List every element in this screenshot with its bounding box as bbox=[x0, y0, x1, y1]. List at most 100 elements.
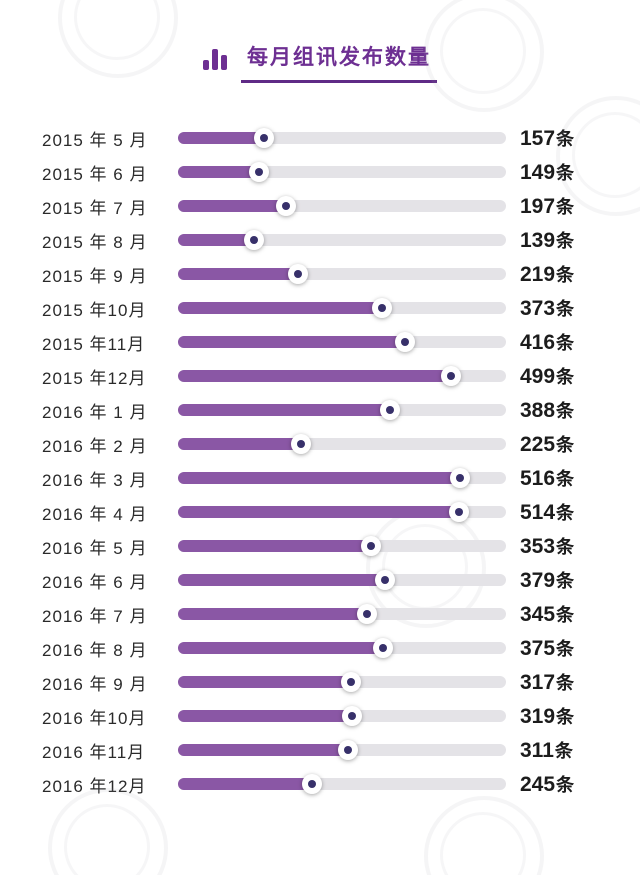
chart-row: 2016 年10月 319条 bbox=[0, 699, 640, 733]
row-value: 311条 bbox=[520, 739, 573, 763]
row-label: 2016 年11月 bbox=[42, 742, 146, 762]
chart-row: 2016 年 1 月 388条 bbox=[0, 393, 640, 427]
row-value: 139条 bbox=[520, 229, 575, 253]
knob-dot bbox=[344, 746, 352, 755]
row-bar bbox=[178, 234, 254, 247]
knob-dot bbox=[379, 644, 387, 653]
knob-dot bbox=[259, 134, 268, 143]
row-track bbox=[178, 570, 506, 591]
row-track bbox=[178, 264, 506, 285]
bar-chart-icon bbox=[203, 48, 227, 70]
row-track bbox=[178, 298, 506, 319]
row-value: 157条 bbox=[520, 127, 575, 151]
row-bar bbox=[178, 778, 312, 791]
row-knob bbox=[341, 672, 362, 693]
row-value-unit: 条 bbox=[556, 503, 575, 524]
row-label: 2015 年 8 月 bbox=[42, 232, 148, 252]
row-value: 379条 bbox=[520, 569, 575, 593]
row-knob bbox=[356, 604, 377, 625]
row-value: 375条 bbox=[520, 637, 575, 661]
row-bar bbox=[178, 268, 298, 281]
row-bar bbox=[178, 132, 264, 145]
row-knob bbox=[440, 366, 461, 387]
row-value: 245条 bbox=[520, 773, 575, 797]
row-label: 2015 年10月 bbox=[42, 300, 147, 320]
row-value-unit: 条 bbox=[556, 673, 575, 694]
row-value-unit: 条 bbox=[556, 197, 575, 218]
row-label: 2016 年 6 月 bbox=[42, 572, 148, 592]
knob-dot bbox=[255, 168, 264, 177]
row-knob bbox=[287, 264, 308, 285]
chart-row: 2016 年 3 月 516条 bbox=[0, 461, 640, 495]
chart-row: 2016 年 4 月 514条 bbox=[0, 495, 640, 529]
knob-dot bbox=[366, 542, 375, 551]
row-bar bbox=[178, 710, 353, 723]
row-label: 2016 年 5 月 bbox=[42, 538, 148, 558]
row-label: 2016 年 4 月 bbox=[42, 504, 148, 524]
row-knob bbox=[448, 502, 469, 523]
row-label: 2016 年10月 bbox=[42, 708, 147, 728]
knob-dot bbox=[281, 202, 290, 211]
chart-row: 2016 年 6 月 379条 bbox=[0, 563, 640, 597]
row-value-unit: 条 bbox=[556, 265, 575, 286]
chart-row: 2016 年 7 月 345条 bbox=[0, 597, 640, 631]
row-value: 345条 bbox=[520, 603, 575, 627]
row-bar bbox=[178, 370, 451, 383]
row-value-unit: 条 bbox=[556, 537, 575, 558]
chart-title: 每月组讯发布数量 bbox=[247, 46, 431, 69]
knob-dot bbox=[293, 270, 302, 279]
row-label: 2015 年 5 月 bbox=[42, 130, 148, 150]
chart-row: 2016 年12月 245条 bbox=[0, 767, 640, 801]
row-knob bbox=[375, 570, 396, 591]
row-value-unit: 条 bbox=[554, 741, 573, 762]
row-value: 317条 bbox=[520, 671, 575, 695]
chart-row: 2016 年 9 月 317条 bbox=[0, 665, 640, 699]
row-knob bbox=[253, 128, 274, 149]
row-knob bbox=[301, 774, 322, 795]
knob-dot bbox=[377, 304, 386, 313]
row-track bbox=[178, 536, 506, 557]
row-value-unit: 条 bbox=[556, 299, 575, 320]
chart-row: 2015 年10月 373条 bbox=[0, 291, 640, 325]
knob-dot bbox=[454, 508, 463, 517]
row-value-unit: 条 bbox=[556, 333, 575, 354]
row-label: 2016 年 2 月 bbox=[42, 436, 148, 456]
row-label: 2015 年 7 月 bbox=[42, 198, 148, 218]
row-bar bbox=[178, 404, 391, 417]
row-value-unit: 条 bbox=[556, 129, 575, 150]
row-value-unit: 条 bbox=[556, 571, 575, 592]
row-knob bbox=[360, 536, 381, 557]
knob-dot bbox=[249, 236, 258, 245]
bar-chart-icon-bar bbox=[221, 55, 227, 70]
row-value-unit: 条 bbox=[556, 367, 575, 388]
chart-row: 2016 年 2 月 225条 bbox=[0, 427, 640, 461]
row-label: 2016 年 8 月 bbox=[42, 640, 148, 660]
row-value: 225条 bbox=[520, 433, 575, 457]
knob-dot bbox=[347, 678, 356, 687]
chart-row: 2015 年 9 月 219条 bbox=[0, 257, 640, 291]
chart-row: 2015 年 6 月 149条 bbox=[0, 155, 640, 189]
row-label: 2016 年12月 bbox=[42, 776, 147, 796]
row-knob bbox=[342, 706, 363, 727]
row-track bbox=[178, 400, 506, 421]
row-label: 2015 年 6 月 bbox=[42, 164, 148, 184]
row-value-unit: 条 bbox=[556, 163, 575, 184]
row-bar bbox=[178, 540, 371, 553]
row-value: 219条 bbox=[520, 263, 575, 287]
knob-dot bbox=[401, 338, 410, 347]
knob-dot bbox=[446, 372, 455, 381]
row-bar bbox=[178, 574, 386, 587]
row-knob bbox=[373, 638, 393, 659]
knob-dot bbox=[381, 576, 390, 585]
bar-chart-icon-bar bbox=[212, 49, 218, 70]
row-value-unit: 条 bbox=[556, 707, 575, 728]
row-value-unit: 条 bbox=[556, 775, 575, 796]
knob-dot bbox=[348, 712, 357, 721]
knob-dot bbox=[362, 610, 371, 619]
row-label: 2016 年 3 月 bbox=[42, 470, 148, 490]
row-knob bbox=[291, 434, 311, 455]
row-track bbox=[178, 774, 506, 795]
chart-row: 2016 年 5 月 353条 bbox=[0, 529, 640, 563]
chart-row: 2016 年11月 311条 bbox=[0, 733, 640, 767]
